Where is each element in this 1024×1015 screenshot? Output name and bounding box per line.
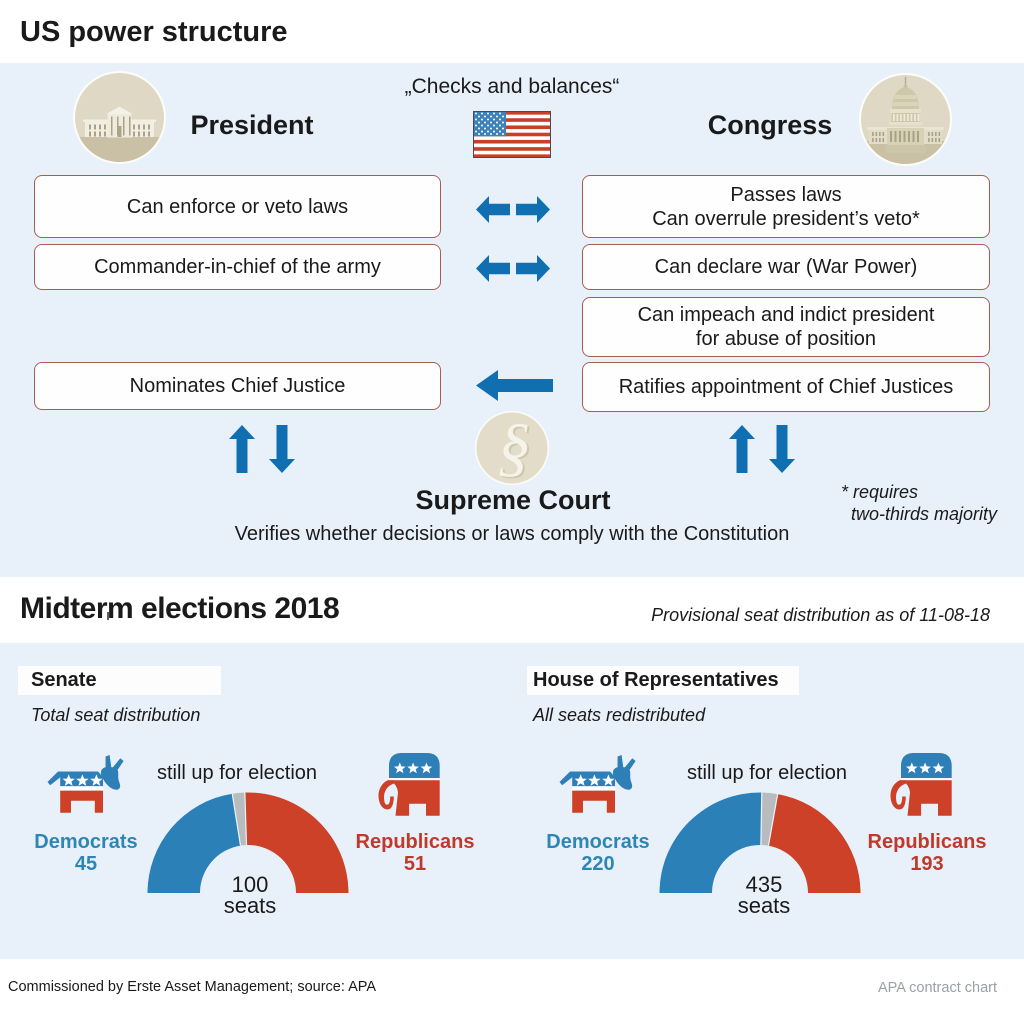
svg-text:§: §: [500, 412, 533, 485]
svg-text:§: §: [498, 411, 531, 484]
